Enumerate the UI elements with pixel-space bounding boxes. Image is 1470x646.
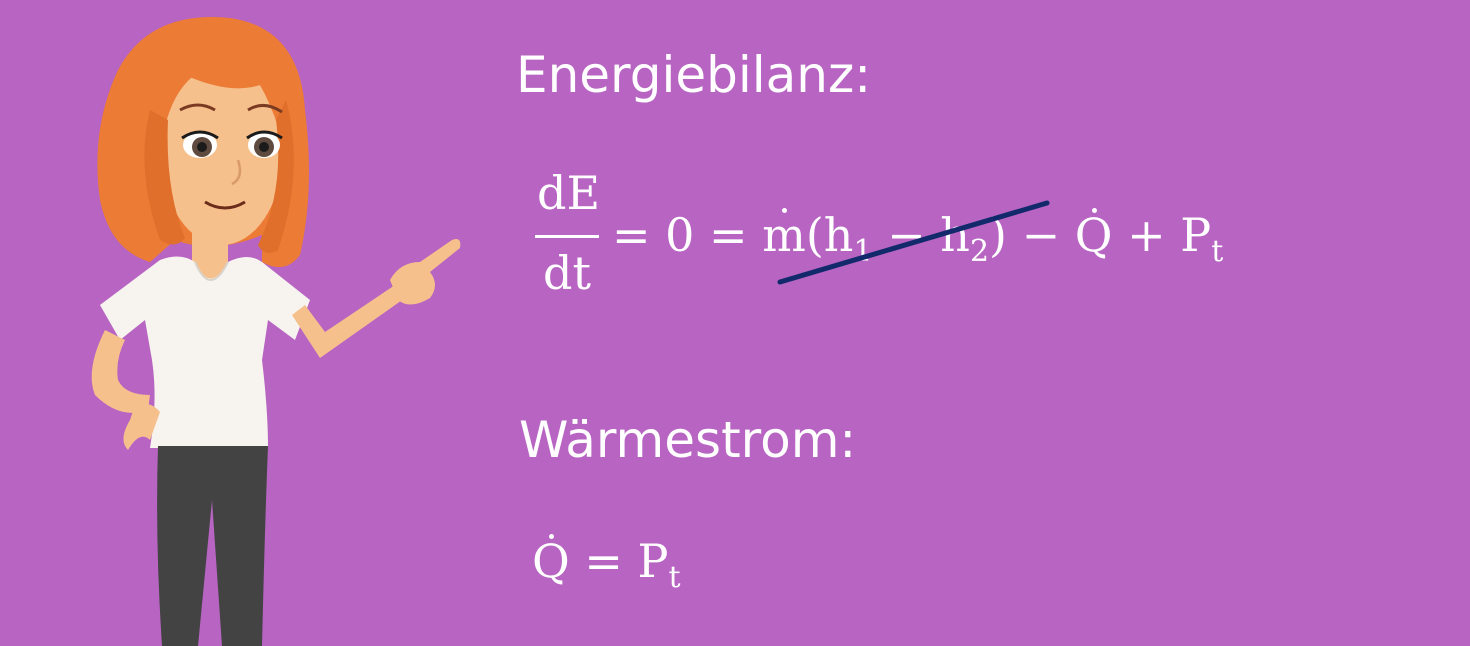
- eyebrow-left: [179, 103, 216, 112]
- fraction-numerator: dE: [537, 166, 601, 220]
- p-subscript-2: t: [668, 560, 681, 595]
- hair-fringe: [150, 35, 300, 175]
- heat-flow-equation: Q = Pt: [532, 534, 681, 593]
- heat-flow-symbol-2: Q: [532, 534, 570, 588]
- p-subscript: t: [1211, 234, 1224, 269]
- hair-side: [144, 110, 185, 245]
- face: [162, 65, 282, 245]
- heat-flow-symbol: Q: [1074, 208, 1113, 262]
- h2-subscript: 2: [969, 234, 990, 269]
- nose: [231, 159, 242, 186]
- equals-p: = P: [569, 534, 669, 588]
- arm-left: [91, 330, 150, 413]
- plus-p: + P: [1112, 208, 1212, 262]
- fraction-denominator: dt: [543, 246, 591, 300]
- pants: [157, 446, 268, 646]
- presenter-character: [91, 17, 461, 646]
- arm-right: [292, 285, 405, 358]
- fraction-bar: [535, 235, 599, 238]
- eyebrow-right: [247, 104, 283, 114]
- energy-equation-rhs: = 0 = m(h1 − h2) − Q + Pt: [612, 208, 1223, 267]
- rhs-prefix: = 0 =: [612, 208, 763, 262]
- energy-balance-heading: Energiebilanz:: [516, 46, 872, 104]
- minus-h: − h: [872, 208, 970, 262]
- heat-flow-heading: Wärmestrom:: [519, 411, 857, 469]
- paren-close: ) −: [989, 208, 1075, 262]
- mouth: [204, 200, 246, 210]
- hair-side-right: [258, 100, 294, 254]
- hand-left: [123, 403, 160, 450]
- mass-flow-symbol: m: [762, 208, 806, 262]
- hand-right: [390, 239, 461, 305]
- shirt: [100, 256, 310, 448]
- paren-open: (h: [805, 208, 854, 262]
